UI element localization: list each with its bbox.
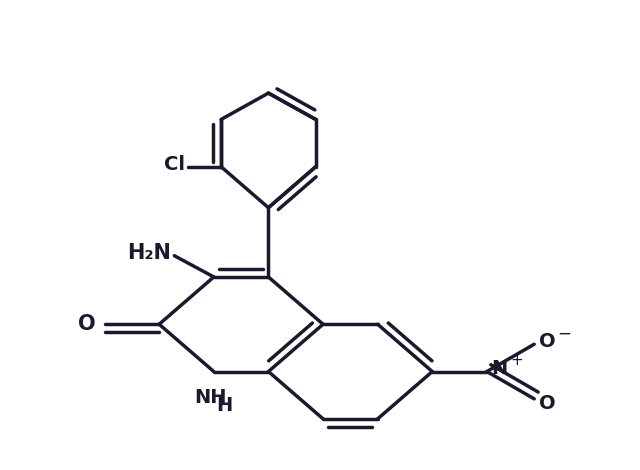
Text: O: O [539, 394, 556, 413]
Text: O: O [539, 332, 556, 351]
Text: +: + [510, 353, 523, 368]
Text: O: O [78, 314, 95, 334]
Text: H: H [216, 396, 233, 415]
Text: N: N [492, 359, 508, 378]
Text: Cl: Cl [164, 156, 185, 174]
Text: NH: NH [195, 388, 227, 407]
Text: −: − [557, 324, 571, 342]
Text: H₂N: H₂N [127, 243, 172, 263]
